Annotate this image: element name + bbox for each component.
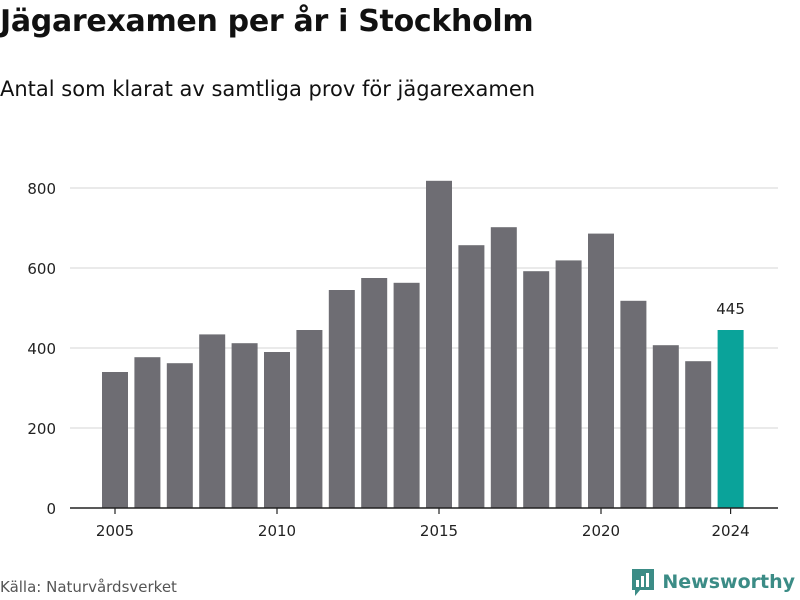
bar-2007 bbox=[166, 363, 193, 508]
bar-2020 bbox=[588, 233, 614, 508]
bar-2014 bbox=[393, 282, 420, 508]
bar-2009 bbox=[231, 343, 258, 508]
x-tick-label: 2010 bbox=[258, 522, 296, 540]
bar-2015 bbox=[426, 180, 452, 509]
x-tick-label: 2015 bbox=[420, 522, 458, 540]
y-tick-label: 800 bbox=[27, 180, 56, 198]
brand-name: Newsworthy bbox=[662, 571, 795, 593]
newsworthy-logo: Newsworthy bbox=[630, 567, 795, 597]
y-tick-label: 600 bbox=[27, 260, 56, 278]
source-note: Källa: Naturvårdsverket bbox=[0, 578, 177, 596]
bar-2008 bbox=[199, 334, 226, 508]
bar-2022 bbox=[652, 345, 679, 508]
bar-2012 bbox=[328, 290, 355, 508]
bar-2024 bbox=[717, 330, 744, 508]
bars bbox=[102, 180, 744, 509]
x-tick-label: 2024 bbox=[712, 522, 750, 540]
newsworthy-chart-icon bbox=[632, 569, 655, 596]
chart-subtitle: Antal som klarat av samtliga prov för jä… bbox=[0, 77, 536, 101]
bar-2017 bbox=[490, 227, 517, 508]
bar-2018 bbox=[523, 271, 550, 508]
y-tick-label: 400 bbox=[27, 340, 56, 358]
bar-2021 bbox=[620, 300, 647, 508]
bar-2023 bbox=[685, 361, 712, 508]
bar-2010 bbox=[264, 352, 290, 508]
x-tick-label: 2020 bbox=[582, 522, 620, 540]
bar-2006 bbox=[134, 357, 161, 508]
bar-2005 bbox=[102, 372, 128, 508]
bar-2016 bbox=[458, 245, 485, 508]
y-tick-label: 0 bbox=[46, 500, 56, 518]
bar-chart: 0 200 400 600 800 2005 2010 2015 2020 2024 445 bbox=[27, 180, 778, 540]
x-axis-ticks: 2005 2010 2015 2020 2024 bbox=[96, 508, 750, 540]
bar-2019 bbox=[555, 260, 582, 508]
bar-2011 bbox=[296, 330, 323, 508]
chart-title: Jägarexamen per år i Stockholm bbox=[0, 4, 534, 39]
data-label-2024: 445 bbox=[716, 300, 745, 318]
y-tick-label: 200 bbox=[27, 420, 56, 438]
x-tick-label: 2005 bbox=[96, 522, 134, 540]
y-axis-ticks: 0 200 400 600 800 bbox=[27, 180, 56, 518]
bar-2013 bbox=[361, 278, 388, 508]
